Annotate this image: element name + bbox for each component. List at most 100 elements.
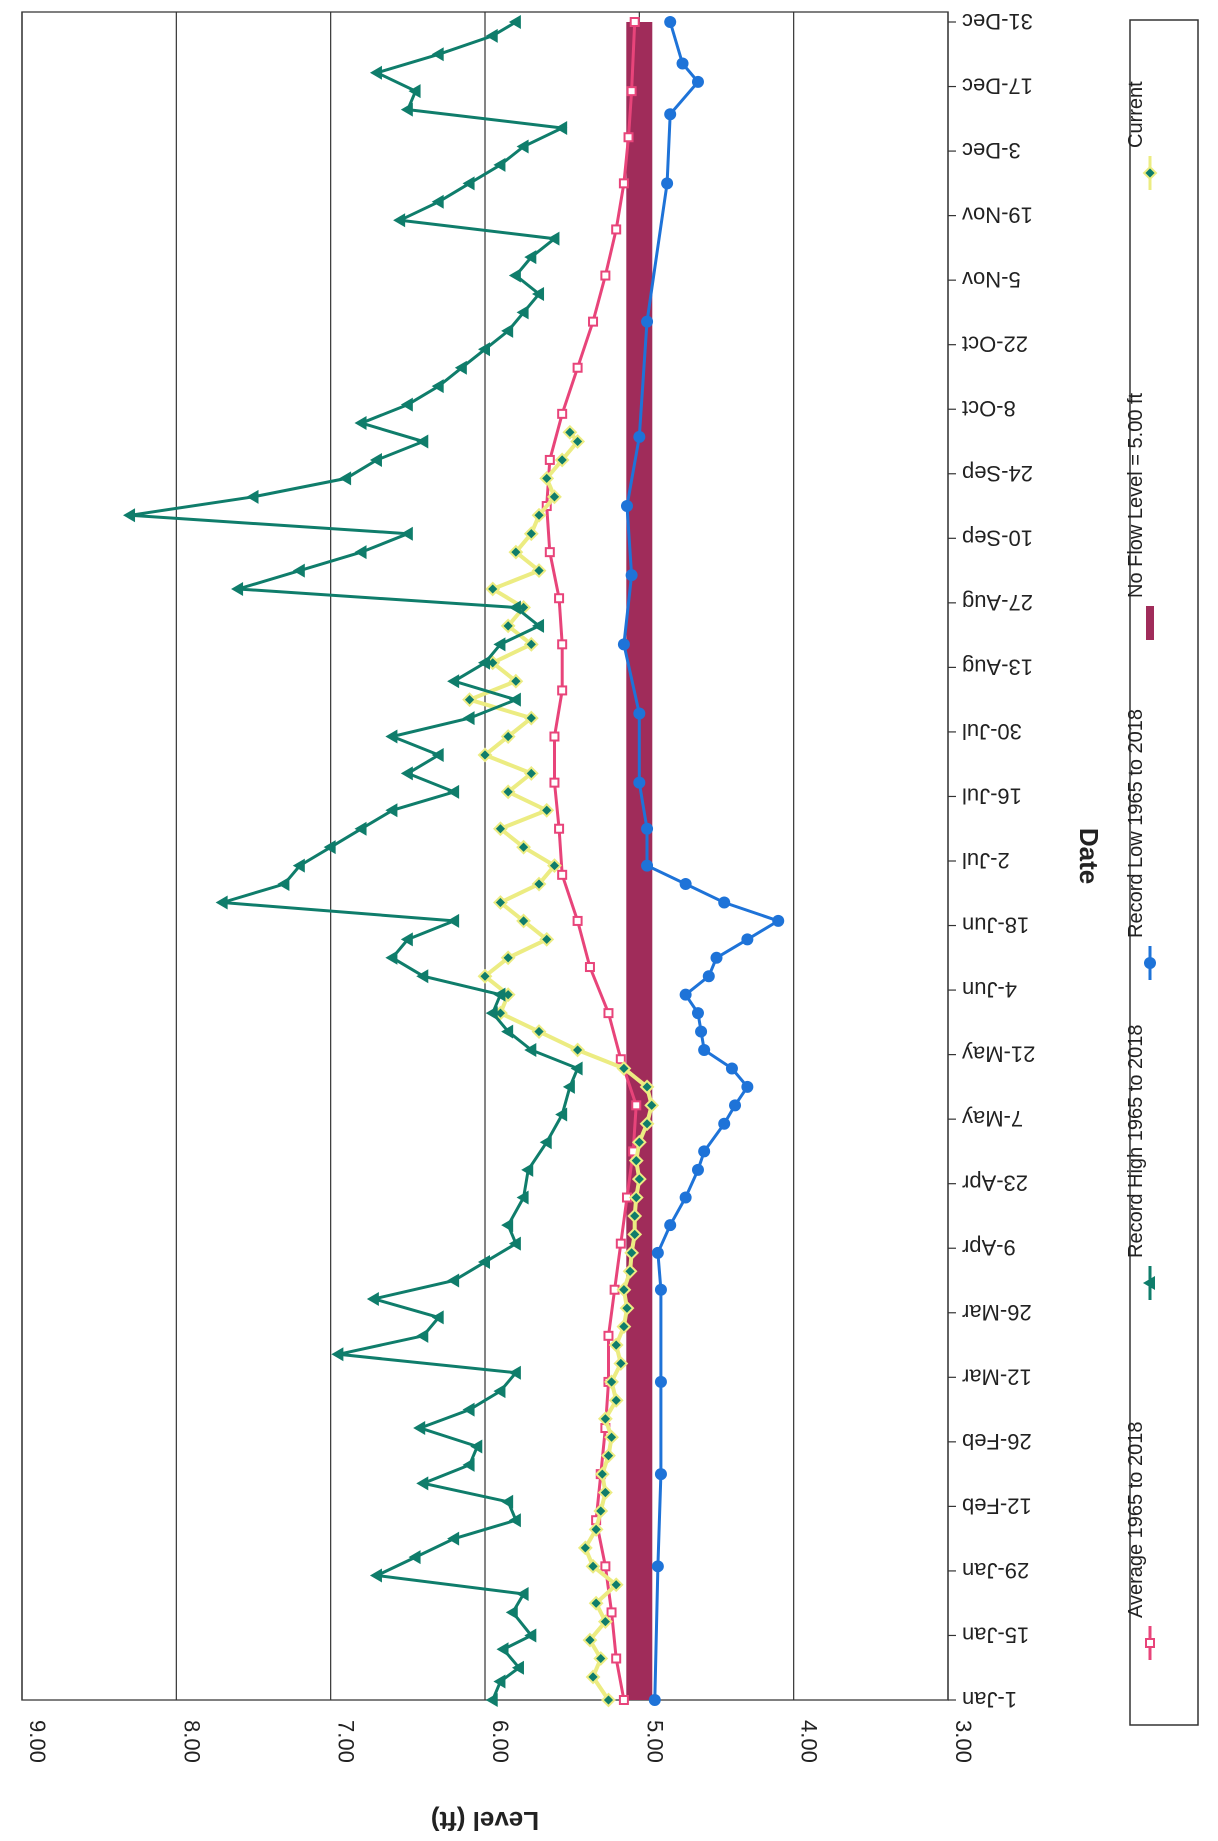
current-point <box>477 747 493 763</box>
current-point <box>493 821 508 837</box>
record-high-1965-to-2018-point <box>413 1421 426 1436</box>
record-high-1965-to-2018-point <box>493 1384 506 1399</box>
date-tick-label: 17-Dec <box>962 74 1033 99</box>
record-low-1965-to-2018-point <box>654 1375 667 1388</box>
record-high-1965-to-2018-point <box>539 1135 552 1150</box>
record-low-1965-to-2018-point <box>633 430 646 443</box>
record-high-1965-to-2018-point <box>516 139 529 154</box>
legend-item-no-flow-level-5-00-ft: No Flow Level = 5.00 ft <box>1125 392 1154 640</box>
date-tick-label: 30-Jul <box>962 719 1022 744</box>
current-point <box>539 931 555 947</box>
current-point <box>585 1558 601 1574</box>
date-tick-label: 12-Feb <box>962 1493 1032 1518</box>
record-high-1965-to-2018-point <box>511 1660 524 1675</box>
legend-point <box>1143 1276 1155 1290</box>
average-1965-to-2018-point <box>600 270 611 281</box>
record-low-1965-to-2018-point <box>617 638 630 651</box>
record-high-1965-to-2018-point <box>447 674 460 689</box>
legend-label: No Flow Level = 5.00 ft <box>1125 392 1147 598</box>
level-tick-label: 4.00 <box>797 1720 822 1763</box>
legend-point <box>1145 1638 1155 1648</box>
record-high-1965-to-2018-point <box>508 268 521 283</box>
average-1965-to-2018-point <box>626 86 637 97</box>
current-point <box>597 1411 613 1427</box>
record-high-1965-to-2018-point <box>231 582 244 597</box>
date-tick-label: 21-May <box>962 1042 1035 1067</box>
current-point <box>631 1134 647 1150</box>
current-point <box>516 913 531 929</box>
average-1965-to-2018-point <box>572 915 583 926</box>
legend-point <box>1142 165 1158 181</box>
current-point <box>628 1153 644 1169</box>
record-low-1965-to-2018-point <box>772 914 785 927</box>
record-high-1965-to-2018-point <box>431 47 444 62</box>
record-high-1965-to-2018-point <box>470 1439 483 1454</box>
record-high-1965-to-2018-point <box>493 637 506 652</box>
record-high-1965-to-2018-point <box>501 323 514 338</box>
average-1965-to-2018-point <box>544 454 555 465</box>
current-point <box>477 968 493 984</box>
record-high-1965-to-2018-point <box>462 176 475 191</box>
axes-layer: 3.00 4.00 5.00 6.00 7.00 8.00 9.00 1-Jan 15-Jan 2… <box>21 9 1035 1763</box>
record-low-1965-to-2018-point <box>651 1560 664 1573</box>
record-low-1965-to-2018-point <box>664 108 677 121</box>
record-high-1965-to-2018-point <box>493 1674 506 1689</box>
current-point <box>500 729 516 744</box>
current-point <box>616 1282 632 1298</box>
current-point <box>594 1466 610 1482</box>
record-low-1965-to-2018-point <box>729 1099 742 1112</box>
current-point <box>562 424 578 440</box>
record-high-1965-to-2018-point <box>408 1550 421 1565</box>
record-high-1965-to-2018-point <box>508 600 521 615</box>
record-low-1965-to-2018-point <box>698 1145 711 1158</box>
average-1965-to-2018-point <box>603 1330 614 1341</box>
record-low-1965-to-2018-point <box>679 988 692 1001</box>
date-tick-label: 4-Jun <box>962 977 1017 1002</box>
current-point <box>616 1061 632 1076</box>
record-low-1965-to-2018-point <box>664 1219 677 1232</box>
record-high-1965-to-2018-point <box>385 950 398 965</box>
level-tick-label: 3.00 <box>951 1720 976 1763</box>
current-point <box>539 470 555 486</box>
record-low-1965-to-2018-point <box>664 16 677 28</box>
current-point <box>593 1503 609 1519</box>
record-high-1965-to-2018-point <box>292 563 305 578</box>
date-tick-label: 7-May <box>962 1106 1023 1131</box>
average-1965-to-2018-point <box>629 17 640 27</box>
record-low-1965-to-2018-point <box>654 1468 667 1481</box>
record-high-1965-to-2018-point <box>354 416 367 431</box>
current-point <box>493 895 508 910</box>
record-low-1965-to-2018-point <box>633 776 646 789</box>
date-tick-label: 3-Dec <box>962 138 1021 163</box>
record-high-1965-to-2018-point <box>431 379 444 394</box>
current-point <box>570 434 586 449</box>
current-point <box>601 1692 616 1708</box>
record-high-1965-to-2018-point <box>369 65 382 80</box>
record-high-1965-to-2018-point <box>516 1586 529 1601</box>
record-high-1965-to-2018-point <box>416 1328 429 1343</box>
record-high-1965-to-2018-point <box>385 803 398 818</box>
record-high-1965-to-2018-point <box>493 987 506 1002</box>
current-point <box>582 1632 598 1648</box>
record-high-1965-to-2018-point <box>339 471 352 486</box>
current-point <box>539 802 555 818</box>
record-high-1965-to-2018-point <box>508 692 521 707</box>
record-high-1965-to-2018-point <box>524 1043 537 1058</box>
current-point <box>554 452 570 468</box>
record-low-1965-to-2018-point <box>725 1062 738 1075</box>
current-point <box>508 673 524 689</box>
series-layer <box>123 15 785 1708</box>
current-point <box>585 1669 601 1685</box>
record-high-1965-to-2018-point <box>331 1347 344 1362</box>
record-high-1965-to-2018-point <box>462 1402 475 1417</box>
date-tick-label: 23-Apr <box>962 1171 1028 1196</box>
record-high-1965-to-2018-point <box>323 840 336 855</box>
current-point <box>613 1356 629 1371</box>
legend-frame <box>1129 19 1199 1726</box>
record-high-1965-to-2018-point <box>478 342 490 357</box>
record-high-1965-to-2018-point <box>485 28 498 43</box>
record-high-1965-to-2018-point <box>400 932 413 947</box>
record-high-1965-to-2018-point <box>431 747 444 762</box>
current-point <box>622 1263 638 1279</box>
current-point <box>531 1024 547 1039</box>
